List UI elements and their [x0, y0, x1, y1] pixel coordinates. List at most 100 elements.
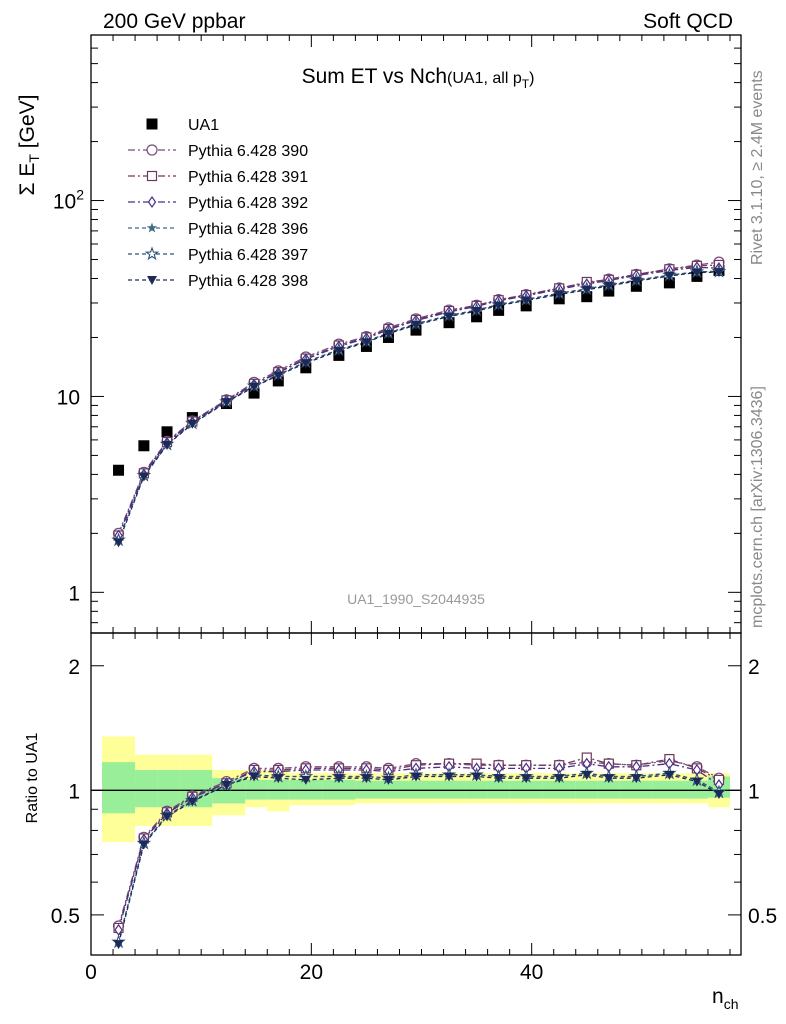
legend-label: Pythia 6.428 397 — [188, 247, 308, 264]
ratio-band-inner-bin — [102, 762, 136, 814]
ratio-point-Pythia-6428-398 — [603, 774, 614, 784]
main-line-Pythia-6428-390 — [117, 261, 720, 534]
main-point-Pythia-6428-398 — [603, 281, 614, 291]
legend-marker — [147, 276, 157, 285]
main-point-Pythia-6428-398 — [521, 296, 532, 306]
ratio-y-tick-label-left: 0.5 — [51, 905, 80, 928]
main-series-group — [111, 256, 727, 548]
ua1-data-point — [443, 317, 455, 329]
main-point-Pythia-6428-398 — [300, 359, 311, 369]
analysis-watermark: UA1_1990_S2044935 — [347, 591, 485, 607]
main-point-Pythia-6428-398 — [471, 306, 482, 316]
ratio-point-Pythia-6428-398 — [138, 840, 149, 850]
ratio-y-tick-label-right: 0.5 — [748, 905, 777, 928]
ratio-point-Pythia-6428-398 — [554, 774, 565, 784]
ratio-band-inner-bin — [597, 780, 620, 799]
legend-label: Pythia 6.428 390 — [188, 143, 308, 160]
ratio-point-Pythia-6428-398 — [521, 774, 532, 784]
ratio-band-inner-bin — [619, 780, 653, 799]
ua1-data-point — [161, 426, 173, 438]
ratio-point-Pythia-6428-398 — [361, 774, 372, 784]
ua1-data-point — [113, 464, 125, 476]
ratio-point-Pythia-6428-398 — [249, 772, 260, 782]
y-axis-label-main-text: Σ E — [16, 163, 39, 196]
main-point-Pythia-6428-398 — [221, 398, 232, 408]
y-axis-label-main: Σ ET [GeV] — [16, 95, 42, 196]
legend-label: UA1 — [188, 117, 219, 134]
x-axis-label: nch — [712, 985, 738, 1012]
ratio-band-inner-bin — [157, 769, 180, 808]
x-tick-label: 40 — [520, 961, 543, 984]
ratio-band-inner-bin — [575, 780, 598, 799]
ua1-data-point — [248, 387, 260, 399]
main-y-tick-label: 1 — [68, 582, 80, 605]
legend-marker — [146, 222, 158, 233]
axis-ticks: 0 20 40 1 10 102 0.5 0.5 1 1 2 2 — [51, 34, 777, 984]
ratio-point-Pythia-6428-398 — [631, 774, 642, 784]
header-left: 200 GeV ppbar — [103, 10, 245, 33]
ratio-series-group — [111, 752, 727, 950]
main-point-Pythia-6428-398 — [113, 538, 124, 548]
ua1-data-point — [663, 277, 675, 289]
main-point-Pythia-6428-398 — [554, 290, 565, 300]
main-point-Pythia-6428-398 — [187, 419, 198, 429]
main-point-Pythia-6428-398 — [162, 441, 173, 451]
ratio-band-inner-bin — [652, 780, 686, 799]
ratio-point-Pythia-6428-398 — [273, 774, 284, 784]
x-tick-label: 0 — [85, 961, 97, 984]
plot-title-main: Sum ET vs Nch — [302, 65, 447, 88]
ratio-band-inner-bin — [432, 780, 466, 799]
ratio-band-inner-bin — [135, 769, 158, 808]
legend-label: Pythia 6.428 398 — [188, 273, 308, 290]
ua1-data-point — [520, 300, 532, 312]
x-axis-label-text: n — [712, 985, 724, 1008]
ratio-point-Pythia-6428-398 — [691, 777, 702, 787]
ua1-data-point — [603, 285, 615, 297]
ratio-point-Pythia-6428-398 — [713, 789, 724, 799]
ratio-line-Pythia-6428-397 — [117, 772, 720, 943]
ratio-y-tick-label-right: 1 — [748, 780, 760, 803]
main-point-Pythia-6428-398 — [249, 382, 260, 392]
legend-entry: Pythia 6.428 397 — [128, 246, 308, 264]
legend: UA1 Pythia 6.428 390 Pythia 6.428 391 Pythi… — [128, 117, 308, 290]
legend-entry: Pythia 6.428 396 — [128, 221, 308, 238]
main-line-Pythia-6428-398 — [117, 271, 720, 543]
legend-marker — [146, 118, 158, 130]
plot-title-sub-subscript: T — [522, 77, 530, 91]
x-axis-label-sub: ch — [724, 996, 739, 1012]
main-point-Pythia-6428-398 — [493, 301, 504, 311]
legend-label: Pythia 6.428 396 — [188, 221, 308, 238]
plot-title-sub: (UA1, all p — [447, 70, 522, 87]
ratio-point-Pythia-6428-398 — [664, 770, 675, 780]
ratio-point-Pythia-6428-398 — [113, 940, 124, 950]
ratio-band-inner-bin — [355, 780, 378, 799]
ratio-panel-frame — [90, 632, 742, 956]
y-axis-label-main-sub: T — [26, 154, 42, 163]
legend-entry: UA1 — [146, 117, 219, 134]
main-point-Pythia-6428-398 — [444, 312, 455, 322]
y-axis-label-main-unit: [GeV] — [16, 95, 39, 155]
ua1-data-point — [138, 440, 150, 452]
ratio-point-Pythia-6428-398 — [162, 812, 173, 822]
ratio-y-tick-label-left: 1 — [68, 780, 80, 803]
main-point-Pythia-6428-398 — [631, 277, 642, 287]
legend-marker — [144, 246, 160, 261]
legend-label: Pythia 6.428 391 — [188, 169, 308, 186]
main-point-Pythia-6428-398 — [383, 329, 394, 339]
ratio-point-Pythia-6428-398 — [187, 797, 198, 807]
ratio-band-inner-bin — [542, 780, 576, 799]
main-line-Pythia-6428-396 — [117, 270, 720, 541]
main-point-Pythia-6428-398 — [713, 268, 724, 278]
main-line-Pythia-6428-397 — [117, 270, 720, 541]
legend-label: Pythia 6.428 392 — [188, 195, 308, 212]
main-line-Pythia-6428-391 — [117, 264, 720, 536]
ratio-uncertainty-bands — [91, 736, 741, 843]
ua1-data-point — [471, 311, 483, 323]
ratio-point-Pythia-6428-398 — [300, 775, 311, 785]
main-point-Pythia-6428-398 — [273, 371, 284, 381]
plot-title-sub-suffix: ) — [529, 70, 534, 87]
ratio-line-Pythia-6428-392 — [117, 763, 720, 931]
legend-marker — [146, 170, 158, 182]
x-tick-label: 20 — [300, 961, 323, 984]
